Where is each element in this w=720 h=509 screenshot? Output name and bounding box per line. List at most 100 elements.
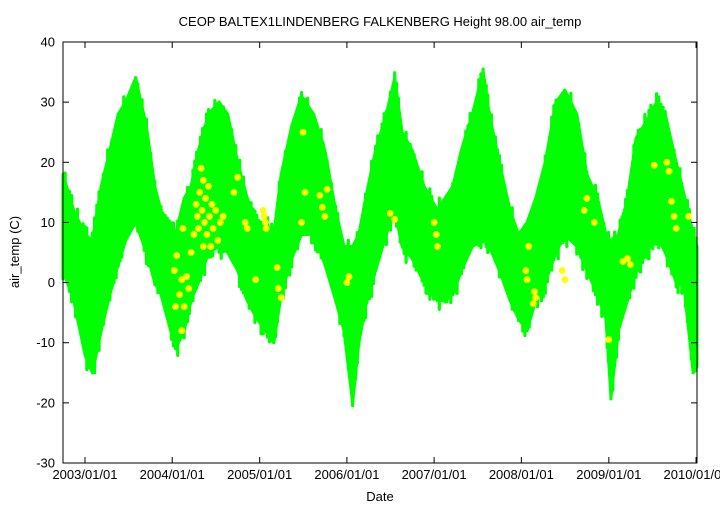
yellow-point — [298, 219, 305, 226]
y-tick-label: 30 — [41, 95, 55, 110]
yellow-point — [193, 213, 201, 220]
yellow-point — [216, 219, 224, 226]
yellow-point — [522, 267, 530, 274]
yellow-point — [605, 336, 613, 344]
yellow-point — [277, 294, 285, 302]
yellow-point — [207, 243, 215, 250]
chart-title: CEOP BALTEX1LINDENBERG FALKENBERG Height… — [179, 14, 582, 29]
yellow-point — [650, 161, 658, 169]
x-tick-label: 2007/01/01 — [402, 467, 467, 482]
yellow-point — [209, 225, 217, 232]
yellow-point — [529, 300, 537, 308]
yellow-point — [192, 200, 200, 208]
x-tick-label: 2003/01/01 — [52, 467, 117, 482]
x-tick-label: 2006/01/01 — [314, 467, 379, 482]
yellow-point — [434, 243, 441, 250]
yellow-point — [273, 264, 281, 271]
yellow-point — [176, 291, 184, 298]
x-tick-label: 2010/01/01 — [664, 467, 720, 482]
series-yellow — [170, 128, 693, 344]
yellow-point — [323, 185, 331, 193]
y-tick-label: 0 — [48, 275, 55, 290]
yellow-point — [531, 288, 538, 295]
yellow-point — [262, 219, 269, 226]
yellow-point — [202, 194, 210, 202]
x-tick-label: 2004/01/01 — [140, 467, 205, 482]
yellow-point — [670, 213, 678, 220]
yellow-point — [212, 207, 220, 214]
y-tick-label: 20 — [41, 155, 55, 170]
x-tick-label: 2008/01/01 — [489, 467, 554, 482]
yellow-point — [180, 303, 188, 311]
yellow-point — [185, 285, 193, 292]
y-tick-label: -30 — [36, 456, 55, 471]
yellow-point — [178, 327, 186, 335]
y-tick-label: -10 — [36, 335, 55, 350]
yellow-point — [590, 219, 598, 226]
yellow-point — [299, 128, 307, 136]
yellow-point — [580, 207, 588, 214]
yellow-point — [663, 158, 671, 166]
yellow-point — [343, 279, 351, 286]
yellow-point — [219, 213, 227, 220]
yellow-point — [558, 267, 566, 274]
yellow-point — [260, 213, 268, 220]
yellow-point — [386, 210, 394, 217]
yellow-point — [523, 276, 531, 283]
yellow-point — [665, 167, 673, 175]
yellow-point — [391, 216, 399, 223]
y-axis-label: air_temp (C) — [7, 216, 22, 288]
yellow-point — [205, 182, 212, 190]
yellow-point — [172, 303, 179, 311]
yellow-point — [214, 237, 222, 244]
yellow-point — [179, 225, 187, 232]
yellow-point — [668, 197, 675, 205]
yellow-point — [259, 207, 267, 214]
x-axis-label: Date — [366, 489, 393, 504]
yellow-point — [525, 243, 533, 250]
yellow-point — [201, 219, 208, 226]
y-tick-label: 40 — [41, 35, 55, 50]
yellow-point — [532, 294, 540, 302]
yellow-point — [173, 252, 181, 259]
yellow-point — [170, 267, 178, 274]
yellow-point — [685, 213, 693, 220]
yellow-point — [252, 276, 260, 283]
yellow-point — [321, 213, 329, 220]
yellow-point — [187, 249, 195, 256]
yellow-point — [430, 219, 438, 226]
y-tick-label: 10 — [41, 215, 55, 230]
yellow-point — [243, 225, 251, 232]
series-green — [61, 67, 699, 408]
axis-ticks: -30 -20 -10 0 10 20 30 40 2003/01/01 2004/01/01 20… — [36, 35, 720, 483]
yellow-point — [208, 200, 216, 208]
yellow-point — [195, 225, 202, 232]
yellow-point — [561, 276, 569, 283]
yellow-point — [274, 285, 282, 292]
plot-frame — [62, 41, 698, 464]
yellow-point — [234, 173, 242, 181]
yellow-point — [197, 164, 205, 172]
yellow-point — [198, 207, 206, 214]
yellow-point — [241, 219, 249, 226]
yellow-point — [199, 176, 207, 184]
yellow-point — [672, 225, 680, 232]
yellow-point — [190, 231, 198, 238]
yellow-point — [583, 194, 591, 202]
yellow-point — [345, 273, 353, 280]
yellow-point — [196, 188, 204, 196]
y-tick-label: -20 — [36, 395, 55, 410]
yellow-point — [626, 261, 634, 268]
x-tick-label: 2009/01/01 — [576, 467, 641, 482]
yellow-point — [203, 231, 211, 238]
yellow-point — [199, 243, 207, 250]
yellow-point — [262, 225, 270, 232]
yellow-point — [183, 273, 190, 280]
yellow-point — [318, 203, 326, 211]
yellow-point — [206, 213, 213, 220]
yellow-point — [230, 188, 238, 196]
x-tick-label: 2005/01/01 — [227, 467, 292, 482]
yellow-point — [301, 188, 309, 196]
